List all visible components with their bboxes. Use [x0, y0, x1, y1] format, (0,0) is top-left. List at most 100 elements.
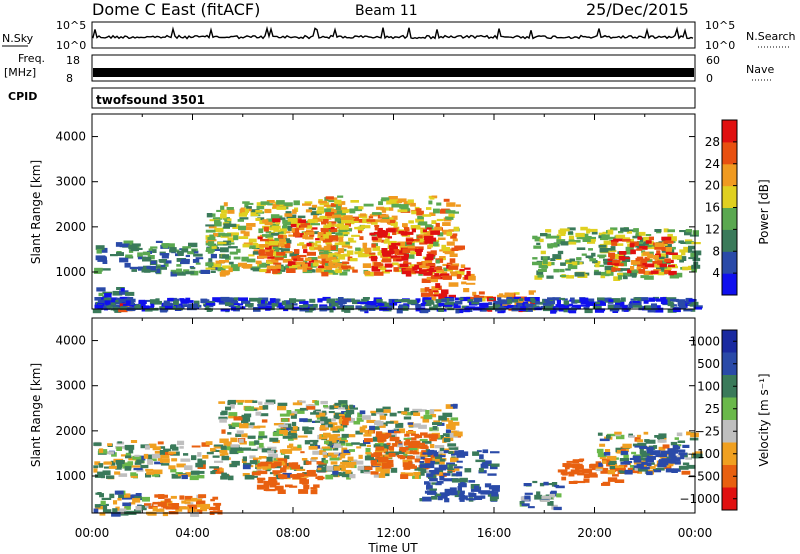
power-echo-cell — [271, 302, 279, 307]
power-echo-cell — [665, 243, 672, 248]
velocity-echo-cell — [646, 462, 652, 467]
power-echo-cell — [574, 240, 581, 243]
power-echo-cell — [380, 218, 390, 223]
velocity-echo-cell — [134, 462, 142, 465]
power-echo-cell — [656, 250, 661, 255]
power-echo-cell — [270, 214, 280, 219]
power-echo-cell — [325, 262, 331, 266]
power-colorbar-tick-label: 12 — [705, 222, 720, 236]
velocity-echo-cell — [424, 458, 433, 463]
power-echo-cell — [339, 271, 348, 276]
power-echo-cell — [652, 261, 663, 264]
velocity-echo-cell — [422, 496, 432, 502]
velocity-echo-cell — [379, 456, 388, 461]
power-echo-cell — [221, 270, 231, 275]
velocity-echo-cell — [262, 405, 269, 410]
velocity-echo-cell — [619, 458, 629, 462]
power-echo-cell — [328, 264, 337, 268]
power-echo-cell — [382, 230, 388, 235]
velocity-echo-cell — [257, 470, 268, 475]
power-echo-cell — [429, 241, 439, 247]
power-echo-cell — [291, 228, 297, 233]
power-echo-cell — [257, 303, 267, 307]
power-echo-cell — [324, 269, 334, 273]
power-echo-cell — [463, 288, 470, 293]
power-echo-cell — [339, 225, 349, 230]
power-echo-cell — [636, 256, 644, 261]
velocity-echo-cell — [310, 487, 317, 490]
power-echo-cell — [439, 273, 450, 277]
velocity-echo-cell — [338, 454, 343, 459]
power-echo-cell — [341, 201, 346, 205]
velocity-echo-cell — [375, 433, 383, 438]
velocity-echo-cell — [375, 446, 385, 451]
velocity-echo-cell — [681, 470, 691, 475]
velocity-echo-cell — [200, 507, 208, 512]
power-echo-cell — [434, 273, 439, 277]
velocity-echo-cell — [390, 467, 398, 473]
power-echo-cell — [420, 270, 427, 273]
power-echo-cell — [610, 227, 618, 231]
velocity-echo-cell — [447, 470, 453, 474]
velocity-echo-cell — [519, 501, 525, 505]
velocity-echo-cell — [539, 482, 545, 487]
power-echo-cell — [414, 246, 424, 251]
power-echo-cell — [679, 230, 687, 233]
velocity-echo-cell — [402, 459, 413, 463]
velocity-echo-cell — [321, 457, 326, 463]
power-echo-cell — [606, 269, 611, 274]
velocity-echo-cell — [315, 412, 326, 418]
velocity-echo-cell — [432, 426, 438, 430]
power-echo-cell — [507, 298, 513, 304]
power-echo-cell — [407, 245, 416, 251]
velocity-echo-cell — [345, 465, 355, 468]
power-echo-cell — [443, 304, 453, 307]
power-echo-cell — [285, 264, 292, 269]
power-echo-cell — [609, 308, 620, 312]
velocity-echo-cell — [206, 451, 214, 455]
velocity-echo-cell — [259, 405, 266, 410]
power-echo-cell — [163, 300, 170, 304]
power-echo-cell — [536, 301, 546, 305]
power-echo-cell — [350, 200, 359, 203]
power-echo-cell — [226, 207, 234, 210]
velocity-echo-cell — [312, 440, 318, 446]
power-echo-cell — [170, 269, 181, 273]
power-echo-cell — [255, 217, 261, 221]
velocity-echo-cell — [242, 464, 251, 470]
power-echo-cell — [513, 296, 521, 299]
velocity-echo-cell — [442, 412, 453, 418]
power-echo-cell — [466, 306, 476, 310]
velocity-echo-cell — [614, 431, 622, 435]
power-echo-cell — [668, 298, 676, 302]
power-echo-cell — [464, 275, 469, 280]
velocity-echo-cell — [318, 463, 327, 467]
velocity-echo-cell — [258, 431, 265, 436]
power-echo-cell — [415, 208, 422, 211]
velocity-echo-cell — [124, 505, 131, 510]
power-echo-cell — [466, 296, 476, 300]
power-echo-cell — [448, 229, 454, 232]
velocity-echo-cell — [427, 449, 435, 455]
power-echo-cell — [287, 218, 298, 222]
power-echo-cell — [441, 289, 449, 295]
power-echo-cell — [681, 250, 686, 256]
power-echo-cell — [274, 257, 284, 261]
power-echo-cell — [635, 261, 645, 265]
power-echo-cell — [635, 233, 642, 238]
power-echo-cell — [259, 268, 267, 273]
velocity-echo-cell — [375, 463, 381, 466]
power-echo-cell — [293, 249, 300, 254]
velocity-echo-cell — [282, 463, 288, 468]
velocity-echo-cell — [248, 441, 256, 446]
velocity-echo-cell — [284, 426, 295, 431]
power-echo-cell — [330, 231, 336, 234]
velocity-echo-cell — [94, 504, 101, 508]
velocity-echo-cell — [342, 404, 349, 410]
velocity-echo-cell — [225, 406, 231, 411]
velocity-echo-cell — [294, 409, 305, 414]
velocity-echo-cell — [345, 469, 352, 474]
power-echo-cell — [205, 229, 216, 233]
power-echo-cell — [220, 205, 225, 210]
velocity-echo-cell — [434, 467, 442, 471]
